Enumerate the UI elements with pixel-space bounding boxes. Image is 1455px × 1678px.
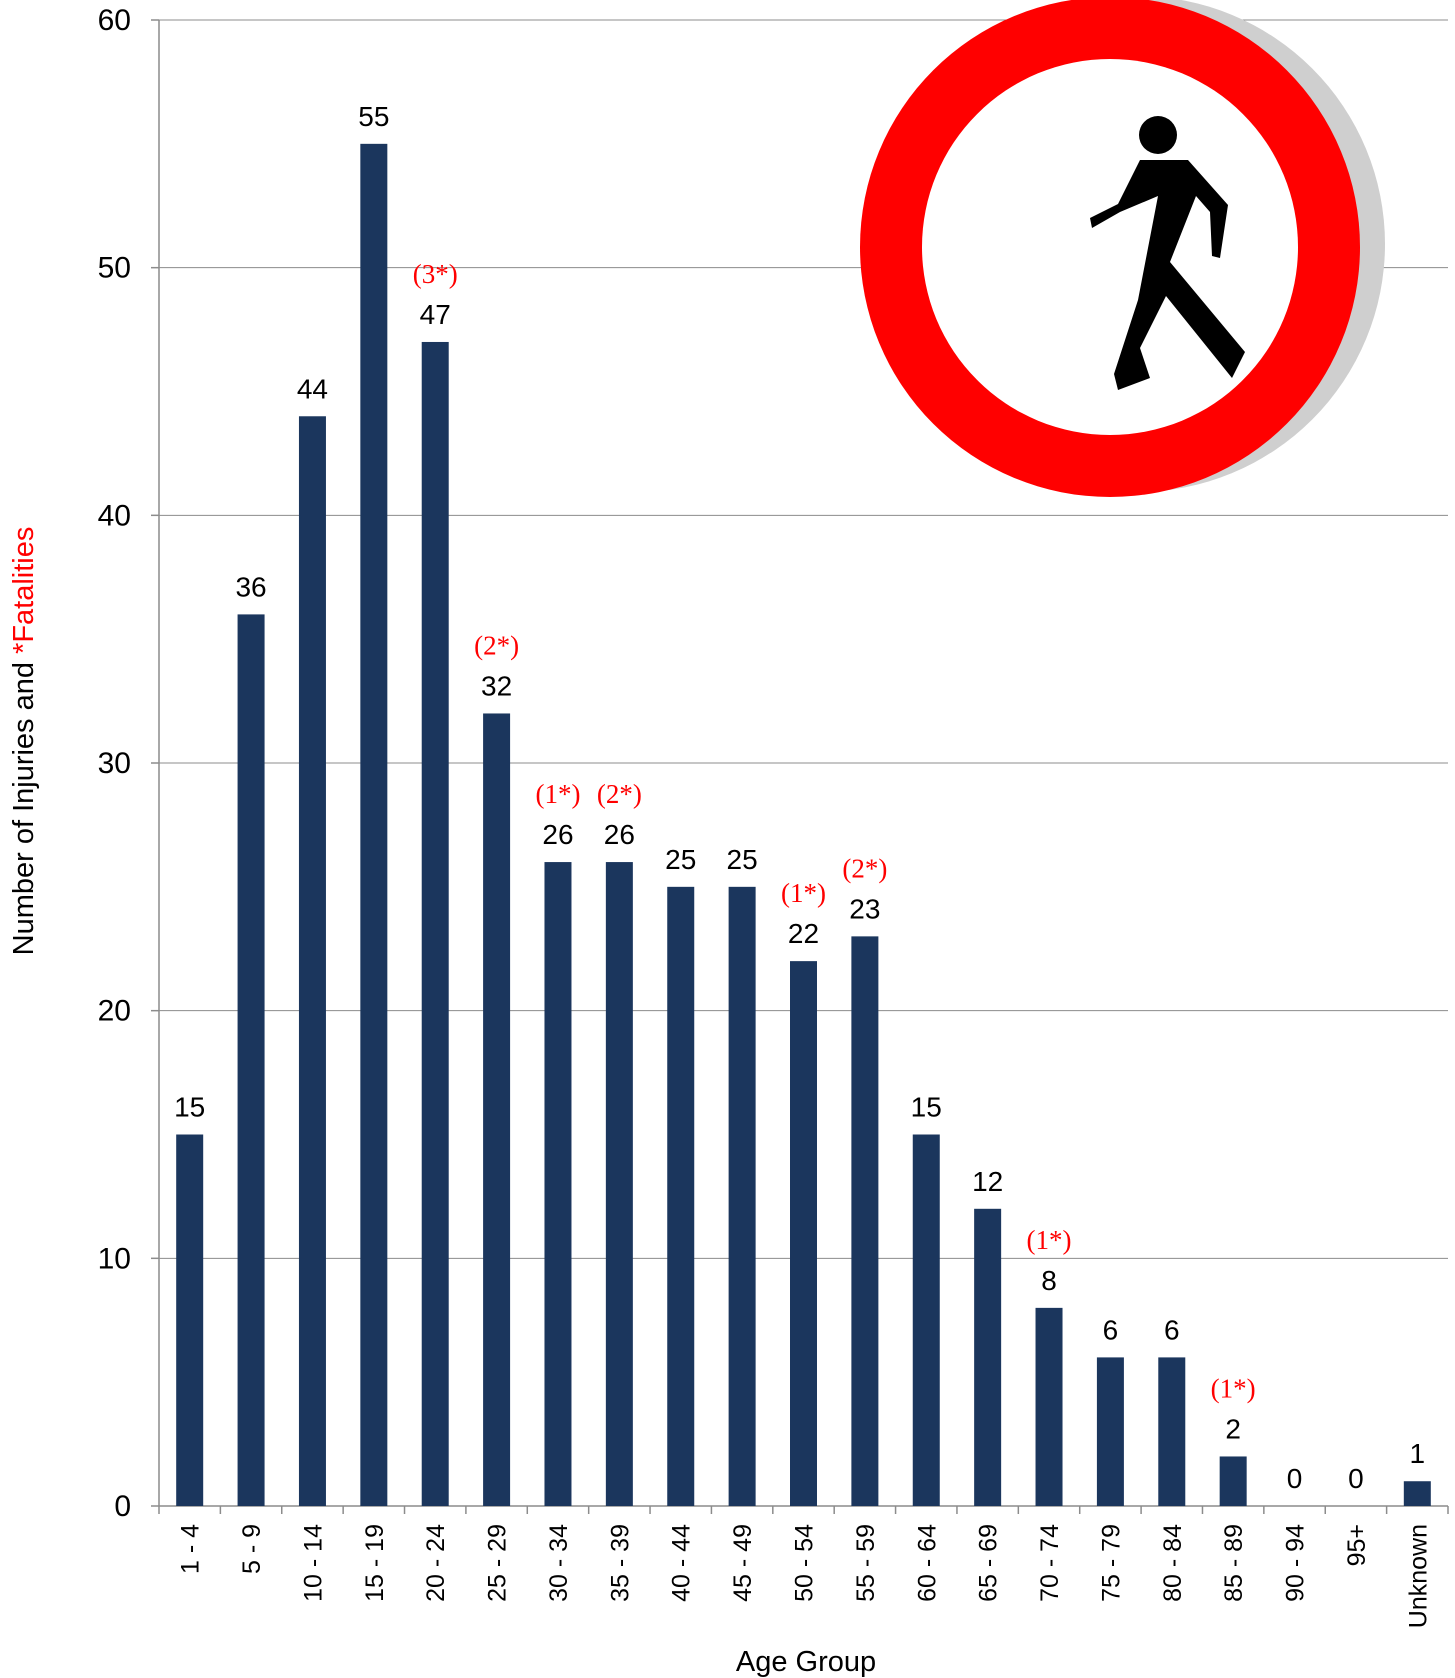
x-tick-label: 40 - 44: [668, 1524, 696, 1602]
x-tick-label: 95+: [1343, 1524, 1371, 1566]
x-tick-label: 55 - 59: [852, 1524, 880, 1602]
bar: [851, 936, 879, 1506]
value-label: 25: [665, 844, 696, 875]
x-tick-label: 45 - 49: [729, 1524, 757, 1602]
value-label: 8: [1041, 1265, 1057, 1296]
value-label: 6: [1164, 1314, 1180, 1345]
x-tick-label: 1 - 4: [177, 1524, 205, 1574]
y-tick-label: 40: [98, 499, 131, 532]
y-tick-label: 60: [98, 4, 131, 37]
value-label: 26: [604, 819, 635, 850]
value-label: 1: [1410, 1438, 1426, 1469]
bar: [1219, 1456, 1247, 1506]
value-label: 15: [174, 1092, 205, 1123]
y-tick-label: 10: [98, 1242, 131, 1275]
value-label: 32: [481, 670, 512, 701]
x-tick-label: 15 - 19: [361, 1524, 389, 1602]
bar: [790, 961, 817, 1506]
bar: [360, 143, 388, 1506]
x-tick-label: 5 - 9: [238, 1524, 266, 1574]
fatality-label: (1*): [1211, 1373, 1256, 1403]
x-tick-label: 60 - 64: [913, 1524, 941, 1602]
fatality-label: (3*): [413, 259, 458, 289]
y-axis-title-fatalities: *Fatalities: [8, 527, 40, 654]
fatality-label: (1*): [781, 878, 826, 908]
x-tick-label: 75 - 79: [1097, 1524, 1125, 1602]
y-axis-title-injuries: Number of Injuries and: [8, 654, 40, 955]
fatality-label: (2*): [474, 630, 519, 660]
value-label: 12: [972, 1166, 1003, 1197]
x-tick-label: Unknown: [1404, 1524, 1432, 1628]
value-label: 6: [1103, 1314, 1119, 1345]
bars: [176, 143, 1431, 1507]
x-tick-label: 35 - 39: [606, 1524, 634, 1602]
fatality-label: (2*): [842, 853, 887, 883]
value-label: 23: [849, 893, 880, 924]
fatality-label: (1*): [535, 779, 580, 809]
x-tick-label: 65 - 69: [975, 1524, 1003, 1602]
y-tick-label: 20: [98, 995, 131, 1028]
bar: [728, 886, 756, 1506]
y-axis-ticks: 0 10 20 30 40 50 60: [98, 4, 159, 1523]
no-pedestrians-sign-icon: [860, 0, 1385, 497]
x-tick-label: 20 - 24: [422, 1524, 450, 1602]
value-label: 2: [1225, 1413, 1241, 1444]
fatality-label: (1*): [1027, 1225, 1072, 1255]
bar: [974, 1208, 1002, 1506]
value-label: 22: [788, 918, 819, 949]
fatality-label: (2*): [597, 779, 642, 809]
bar: [176, 1134, 204, 1506]
x-tick-label: 10 - 14: [299, 1524, 327, 1602]
bar: [421, 341, 449, 1506]
x-axis-ticks: 1 - 4 5 - 9 10 - 14 15 - 19 20 - 24 25 - 29 30…: [158, 1506, 1449, 1628]
value-label: 55: [358, 101, 389, 132]
bar: [1096, 1357, 1124, 1506]
x-tick-label: 30 - 34: [545, 1524, 573, 1602]
value-label: 47: [420, 299, 451, 330]
x-tick-label: 70 - 74: [1036, 1524, 1064, 1602]
x-tick-label: 80 - 84: [1159, 1524, 1187, 1602]
value-label: 36: [235, 571, 266, 602]
bar: [1035, 1307, 1063, 1506]
value-label: 26: [542, 819, 573, 850]
bar: [667, 886, 695, 1506]
bar: [1158, 1357, 1186, 1506]
y-axis-title: Number of Injuries and *Fatalities: [8, 527, 40, 956]
bar: [912, 1134, 940, 1506]
bar: [237, 614, 265, 1506]
x-tick-label: 50 - 54: [791, 1524, 819, 1602]
y-tick-label: 30: [98, 747, 131, 780]
bar: [544, 862, 572, 1506]
x-tick-label: 85 - 89: [1220, 1524, 1248, 1602]
y-tick-label: 0: [114, 1490, 131, 1523]
y-tick-label: 50: [98, 252, 131, 285]
value-label: 25: [727, 844, 758, 875]
value-label: 0: [1348, 1463, 1364, 1494]
x-axis-title: Age Group: [736, 1646, 876, 1678]
bar: [605, 862, 633, 1506]
bar: [1403, 1481, 1431, 1506]
value-label: 0: [1287, 1463, 1303, 1494]
x-tick-label: 25 - 29: [484, 1524, 512, 1602]
bar: [483, 713, 511, 1506]
value-label: 15: [911, 1092, 942, 1123]
value-label: 44: [297, 373, 328, 404]
bar: [298, 416, 326, 1507]
x-tick-label: 90 - 94: [1282, 1524, 1310, 1602]
